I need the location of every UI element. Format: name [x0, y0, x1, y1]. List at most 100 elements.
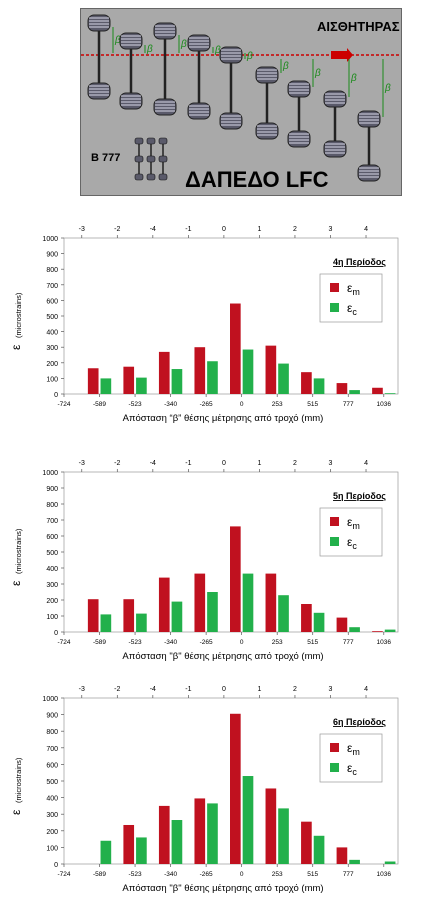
bar-em — [230, 526, 241, 632]
y-tick-label: 1000 — [42, 470, 58, 477]
bar-em — [336, 847, 348, 864]
x-tick-label: -724 — [57, 871, 70, 878]
beta-label: β — [384, 83, 391, 94]
bar-ec — [349, 627, 360, 632]
legend-box — [319, 507, 383, 557]
x-tick-label: -724 — [57, 639, 70, 646]
x-tick-label: 515 — [307, 871, 318, 878]
mini-tire — [134, 137, 144, 145]
x-axis-label: Απόσταση "β" θέσης μέτρησης από τροχό (m… — [122, 651, 323, 662]
illustration-svg: β β β β β β β β β ΑΙΣΘΗΤΗΡΑΣ ASG B 777 ΔΑΠΕΔΟ LF… — [81, 14, 431, 192]
tire-icon — [187, 34, 211, 52]
b777-gear-icon — [134, 137, 168, 181]
y-tick-label: 800 — [46, 502, 58, 509]
x-tick-label: -523 — [129, 639, 142, 646]
tire-body — [255, 66, 279, 84]
bar-em — [301, 604, 312, 632]
bar-ec — [384, 861, 396, 864]
bar-ec — [278, 595, 289, 632]
tire-icon — [219, 46, 243, 64]
bar-ec — [384, 629, 396, 632]
x-tick-label: 0 — [240, 871, 244, 878]
bar-em — [265, 788, 277, 864]
tire-icon — [153, 22, 177, 40]
y-axis-label: ε — [9, 344, 23, 350]
legend-box — [319, 273, 383, 323]
bar-em — [336, 383, 348, 394]
x-tick-label: 0 — [240, 639, 244, 646]
bar-ec — [136, 837, 147, 864]
y-tick-label: 0 — [54, 630, 58, 637]
x-axis-label: Απόσταση "β" θέσης μέτρησης από τροχό (m… — [122, 883, 323, 894]
x-tick-label: -589 — [93, 401, 106, 408]
top-tick-label: -2 — [114, 460, 120, 467]
bar-ec — [171, 369, 183, 394]
beta-label: β — [146, 44, 153, 55]
bar-em — [123, 366, 135, 394]
y-axis-unit: (microstrains) — [14, 757, 23, 803]
tire-body — [153, 98, 177, 116]
bar-ec — [100, 378, 112, 394]
beta-label: β — [350, 73, 357, 84]
bar-em — [265, 345, 277, 394]
x-axis-label: Απόσταση “β” θέσης μέτρησης από τροχό (m… — [123, 413, 324, 424]
bar-em — [87, 368, 99, 394]
y-tick-label: 500 — [46, 550, 58, 557]
y-axis-unit: (microstrains) — [14, 292, 23, 338]
legend-swatch-ec — [330, 763, 339, 772]
top-tick-label: 1 — [257, 460, 261, 467]
x-tick-label: -523 — [129, 401, 142, 408]
y-axis-unit: (microstrains) — [14, 528, 23, 574]
tire-body — [219, 46, 243, 64]
tire-icon — [119, 32, 143, 50]
tire-icon — [357, 110, 381, 128]
bar-em — [301, 372, 312, 394]
bar-ec — [100, 840, 112, 864]
tire-icon — [323, 140, 347, 158]
tire-icon — [255, 122, 279, 140]
legend-label-ec: εc — [347, 535, 357, 551]
bar-ec — [207, 803, 218, 864]
x-tick-label: 253 — [272, 639, 283, 646]
tire-body — [219, 112, 243, 130]
x-tick-label: 253 — [272, 401, 283, 408]
x-tick-label: 777 — [343, 871, 354, 878]
tire-icon — [255, 66, 279, 84]
bar-em — [194, 347, 206, 394]
top-tick-label: -4 — [150, 226, 156, 233]
tire-body — [87, 82, 111, 100]
top-tick-label: -1 — [185, 460, 191, 467]
bar-ec — [313, 835, 325, 864]
bar-ec — [171, 601, 183, 632]
y-tick-label: 100 — [46, 845, 58, 852]
x-tick-label: 515 — [307, 401, 318, 408]
sensor-arrow-icon — [331, 48, 353, 62]
y-tick-label: 900 — [46, 486, 58, 493]
x-tick-label: -523 — [129, 871, 142, 878]
top-tick-label: 2 — [293, 226, 297, 233]
tire-body — [323, 140, 347, 158]
x-tick-label: -340 — [164, 401, 177, 408]
y-tick-label: 300 — [46, 582, 58, 589]
tire-icon — [87, 82, 111, 100]
bar-ec — [207, 592, 218, 632]
bar-em — [158, 577, 170, 632]
y-tick-label: 200 — [46, 598, 58, 605]
tire-icon — [87, 14, 111, 32]
y-tick-label: 900 — [46, 713, 58, 720]
bar-ec — [100, 614, 112, 632]
bar-ec — [242, 776, 254, 864]
bar-em — [123, 824, 135, 864]
y-tick-label: 500 — [46, 779, 58, 786]
y-tick-label: 600 — [46, 762, 58, 769]
bar-em — [301, 821, 312, 864]
y-axis-label: ε — [9, 809, 23, 815]
tire-icon — [219, 112, 243, 130]
x-tick-label: -589 — [93, 871, 106, 878]
y-tick-label: 1000 — [42, 696, 58, 703]
top-tick-label: -3 — [79, 460, 85, 467]
bar-ec — [136, 377, 147, 394]
legend-label-ec: εc — [347, 761, 357, 777]
top-tick-label: 3 — [329, 460, 333, 467]
